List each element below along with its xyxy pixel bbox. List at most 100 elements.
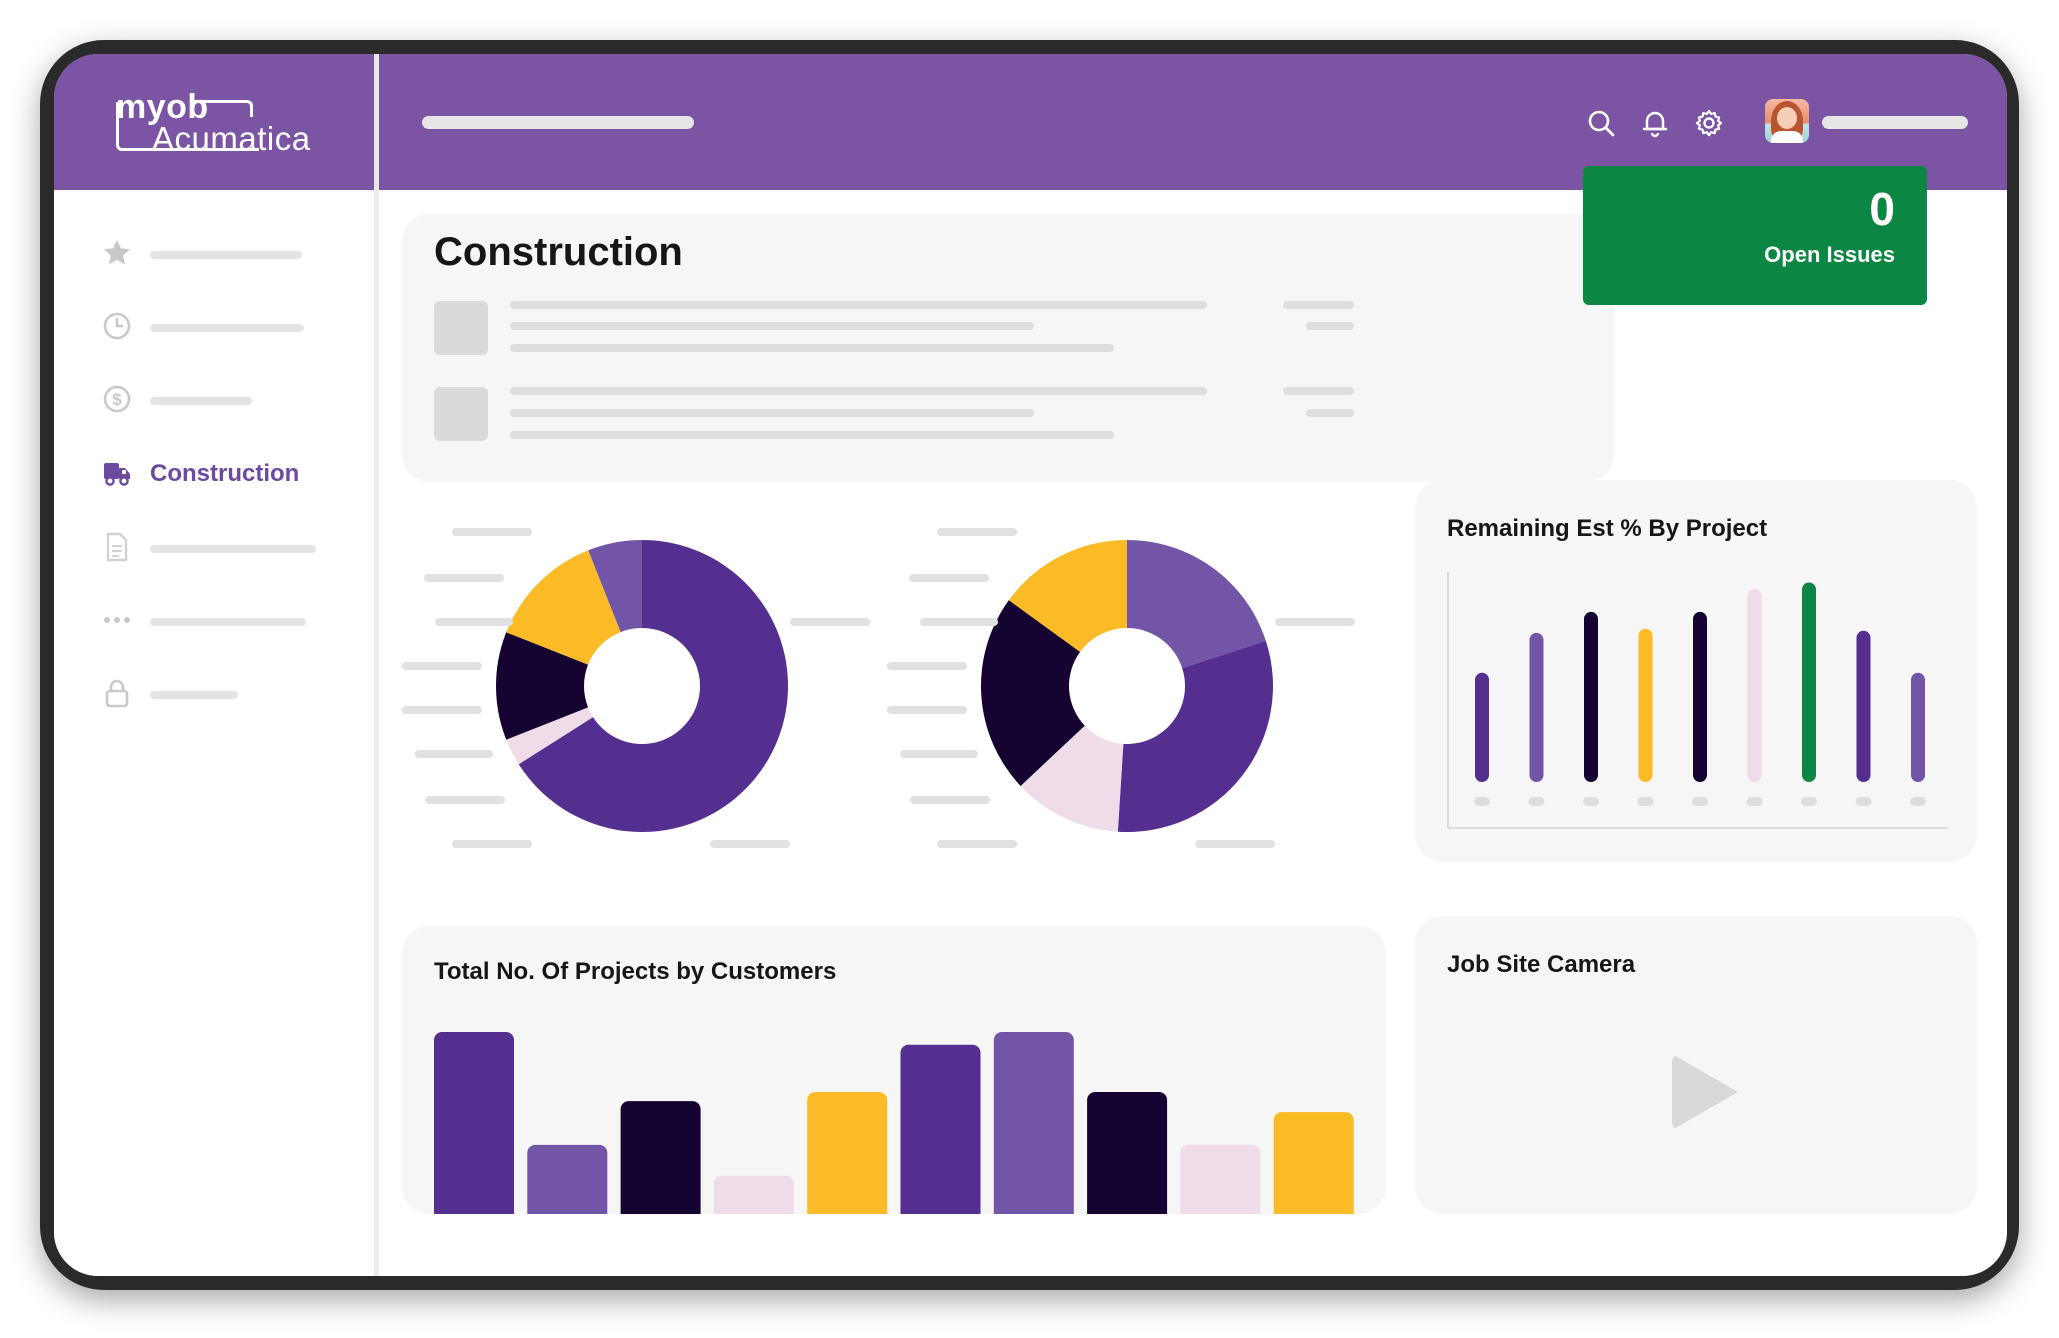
donut-2-legend-line [920,618,998,626]
donut-2-legend-line [887,706,967,714]
projects-bar-7[interactable] [993,1032,1074,1214]
projects-bar-2[interactable] [527,1144,608,1214]
donut-2-slice-1[interactable] [1127,540,1266,669]
remaining-bar-4[interactable] [1638,628,1653,782]
lock-icon [105,679,129,708]
donut-1-legend-line [790,618,870,626]
donut-1-slice-2[interactable] [506,707,594,765]
job-site-camera-title: Job Site Camera [1447,951,1636,978]
remaining-tick-9 [1910,797,1926,806]
remaining-tick-4 [1637,797,1654,806]
donut-1-legend-line [415,750,493,758]
donut-2-slice-3[interactable] [1020,725,1124,832]
donut-1-legend-line [424,574,504,582]
sidebar-item-documents[interactable] [102,528,362,568]
donut-1-legend-line [452,528,532,536]
donut-1-slice-5[interactable] [588,540,642,633]
placeholder-line [510,431,1114,439]
logo-myob: myob [116,88,209,126]
placeholder-line [510,409,1034,417]
donut-1-slice-3[interactable] [496,632,589,740]
sidebar-item-finance[interactable]: $ [102,380,362,420]
donut-1-legend-line [402,706,482,714]
open-issues-count: 0 [1869,183,1895,235]
donut-2-legend-line [1275,618,1355,626]
donut-1-legend-line [425,796,505,804]
open-issues-card[interactable]: 0 Open Issues [1583,166,1927,305]
donut-2-legend-line [900,750,978,758]
remaining-bar-1[interactable] [1475,672,1489,782]
projects-bar-3[interactable] [620,1101,701,1214]
search-placeholder-bar[interactable] [422,116,694,129]
logo-acumatica: Acumatica [152,120,311,157]
remaining-est-title: Remaining Est % By Project [1447,515,1768,542]
user-name-bar[interactable] [1822,116,1968,129]
projects-by-customers-title: Total No. Of Projects by Customers [434,958,837,985]
avatar[interactable] [1765,99,1809,143]
placeholder-line [510,301,1207,309]
sidebar-item-more[interactable] [102,601,362,641]
remaining-tick-7 [1801,797,1817,806]
donut-2-legend-line [937,840,1017,848]
sidebar: $ Construction [54,190,379,1276]
page-title: Construction [434,230,683,274]
gear-icon[interactable] [1692,106,1726,140]
truck-icon [104,463,130,486]
remaining-tick-6 [1746,797,1763,806]
placeholder-line [510,344,1114,352]
projects-bar-1[interactable] [434,1032,514,1214]
remaining-tick-3 [1583,797,1599,806]
sidebar-item-construction[interactable]: Construction [102,454,362,494]
dollar-icon: $ [103,385,131,413]
projects-bar-6[interactable] [900,1044,981,1214]
donut-1-legend-line [435,618,513,626]
donut-1-slice-1[interactable] [518,540,788,832]
remaining-tick-2 [1528,797,1545,806]
donut-2-slice-2[interactable] [1117,640,1273,832]
logo[interactable]: myob Acumatica [54,54,379,190]
remaining-bar-7[interactable] [1802,582,1816,783]
donut-2-slice-5[interactable] [1008,540,1127,652]
sidebar-item-favorites[interactable] [102,234,362,274]
document-icon [106,532,128,562]
list-item-thumbnail [434,387,488,441]
donut-1-legend-line [452,840,532,848]
sidebar-item-security[interactable] [102,674,362,714]
donut-2-slice-4[interactable] [981,600,1085,786]
search-icon[interactable] [1584,106,1618,140]
remaining-bar-6[interactable] [1747,588,1762,782]
placeholder-line [510,387,1207,395]
sidebar-item-recent[interactable] [102,307,362,347]
remaining-bar-8[interactable] [1856,630,1871,782]
play-icon[interactable] [1672,1054,1738,1130]
projects-bar-10[interactable] [1273,1112,1354,1214]
remaining-bar-5[interactable] [1693,611,1707,782]
clock-icon [103,312,131,340]
placeholder-line [1306,409,1354,417]
list-item-thumbnail [434,301,488,355]
donut-2-legend-line [937,528,1017,536]
placeholder-line [1306,322,1354,330]
logo-bracket [116,102,259,151]
projects-bar-9[interactable] [1180,1144,1261,1214]
donut-charts [402,528,1355,848]
bell-icon[interactable] [1638,106,1672,140]
open-issues-label: Open Issues [1764,242,1895,267]
projects-bar-5[interactable] [807,1092,888,1214]
donut-1-legend-line [710,840,790,848]
placeholder-line [510,322,1034,330]
remaining-bar-3[interactable] [1584,611,1598,782]
projects-bar-4[interactable] [713,1175,794,1214]
remaining-bar-9[interactable] [1911,672,1925,782]
projects-bar-8[interactable] [1087,1092,1168,1214]
donut-1-slice-4[interactable] [506,550,621,665]
remaining-tick-1 [1474,797,1490,806]
donut-1-legend-line [402,662,482,670]
logo-bracket-top [194,100,253,117]
remaining-tick-8 [1855,797,1872,806]
remaining-est-chart [1447,572,1948,829]
remaining-bar-2[interactable] [1529,632,1544,782]
donut-2-legend-line [887,662,967,670]
sidebar-item-label: Construction [150,460,300,487]
projects-by-customers-chart [434,1032,1354,1214]
